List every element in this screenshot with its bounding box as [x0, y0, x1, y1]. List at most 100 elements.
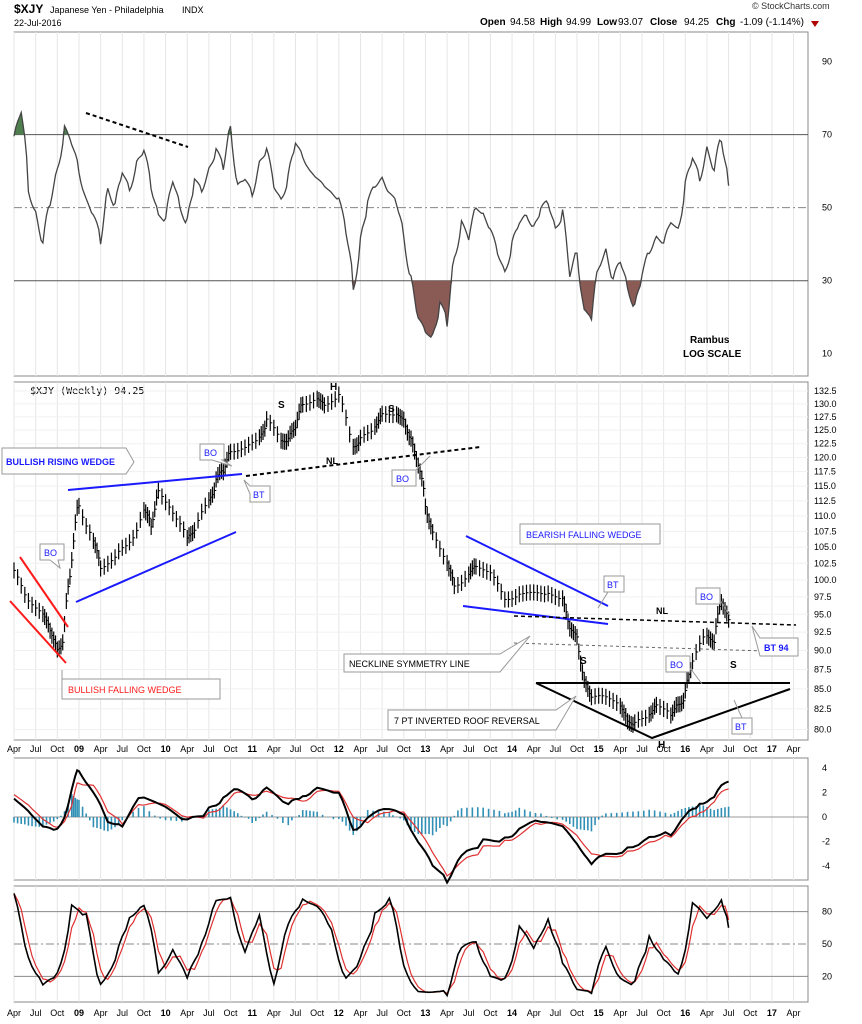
label-inverted-roof: 7 PT INVERTED ROOF REVERSAL	[387, 695, 577, 731]
macd-panel: 4 2 0 -2 -4	[13, 763, 830, 885]
price-tick-label: 127.5	[814, 412, 837, 422]
time-axis-bottom: Apr Jul Oct 09 Apr Jul Oct 10 Apr Jul Oct 11 Apr Jul O…	[7, 1008, 801, 1018]
time-tick-label: 13	[420, 744, 430, 754]
bullish-falling-wedge-text: BULLISH FALLING WEDGE	[68, 685, 182, 695]
price-tick-label: 120.0	[814, 453, 837, 463]
price-panel: 132.5 130.0 127.5 125.0 122.5 120.0 117.5 115.0…	[13, 386, 837, 735]
time-tick-label: Jul	[117, 1008, 129, 1018]
time-tick-label: Jul	[117, 744, 129, 754]
time-tick-label: 13	[420, 1008, 430, 1018]
time-tick-label: 12	[334, 744, 344, 754]
time-tick-label: Jul	[290, 744, 302, 754]
ohlc-readout: Open 94.58 High 94.99 Low 93.07 Close 94…	[480, 17, 819, 28]
rsi-tick-label: 70	[822, 130, 832, 140]
price-tick-label: 102.5	[814, 558, 837, 568]
time-tick-label: Oct	[310, 744, 325, 754]
price-tick-label: 95.0	[814, 609, 832, 619]
time-tick-label: Apr	[353, 1008, 367, 1018]
rising-wedge-upper	[67, 473, 243, 491]
shoulder-right-bottom: S	[730, 660, 737, 671]
time-tick-label: Jul	[203, 1008, 215, 1018]
bt-text-3: BT	[735, 722, 747, 732]
chart-annotations: BULLISH RISING WEDGE BULLISH FALLING WED…	[1, 112, 799, 751]
price-tick-label: 90.0	[814, 646, 832, 656]
time-tick-label: 15	[594, 1008, 604, 1018]
price-tick-label: 97.5	[814, 592, 832, 602]
stoch-tick-label: 80	[822, 907, 832, 917]
time-tick-label: Oct	[310, 1008, 325, 1018]
time-axis-price: Apr Jul Oct 09 Apr Jul Oct 10 Apr Jul Oct 11 Apr Jul O…	[7, 744, 801, 754]
time-tick-label: Oct	[50, 1008, 65, 1018]
price-tick-label: 85.0	[814, 684, 832, 694]
bullish-rising-wedge-text: BULLISH RISING WEDGE	[6, 457, 115, 467]
time-tick-label: 11	[247, 1008, 257, 1018]
callout-bt-1: BT	[243, 479, 271, 503]
time-tick-label: Apr	[267, 744, 281, 754]
label-bullish-rising-wedge: BULLISH RISING WEDGE	[1, 447, 135, 475]
credit: © StockCharts.com	[752, 1, 830, 11]
price-tick-label: 132.5	[814, 386, 837, 396]
stoch-percent-k-line	[13, 893, 730, 998]
price-tick-label: 87.5	[814, 664, 832, 674]
time-tick-label: 09	[74, 744, 84, 754]
symbol: $XJY	[14, 2, 43, 16]
time-tick-label: Apr	[440, 1008, 454, 1018]
neckline-symmetry-line	[513, 642, 797, 653]
rsi-panel: 10 30 50 70 90	[13, 57, 832, 359]
price-tick-label: 125.0	[814, 425, 837, 435]
time-tick-label: 17	[767, 744, 777, 754]
stoch-percent-d-line	[13, 893, 730, 995]
shoulder-left-top: S	[278, 400, 285, 411]
vertical-gridlines	[13, 32, 795, 1002]
time-tick-label: Apr	[440, 744, 454, 754]
label-bearish-falling-wedge: BEARISH FALLING WEDGE	[519, 523, 661, 545]
price-tick-label: 110.0	[814, 511, 836, 521]
rsi-tick-label: 90	[822, 57, 832, 67]
time-tick-label: Jul	[290, 1008, 302, 1018]
close-value: 94.25	[684, 17, 709, 28]
macd-tick-label: 0	[822, 812, 827, 822]
macd-tick-label: -2	[822, 836, 830, 846]
chg-label: Chg	[716, 17, 735, 28]
inverted-roof-text: 7 PT INVERTED ROOF REVERSAL	[394, 716, 540, 726]
time-tick-label: Apr	[94, 1008, 108, 1018]
time-tick-label: Oct	[137, 744, 152, 754]
nl-top: NL	[326, 456, 338, 466]
rsi-oversold-fill	[14, 280, 729, 338]
price-tick-label: 115.0	[814, 481, 836, 491]
time-tick-label: Jul	[723, 744, 735, 754]
time-tick-label: Apr	[94, 744, 108, 754]
callout-bo-4: BO	[695, 587, 731, 617]
bearish-falling-wedge-text: BEARISH FALLING WEDGE	[526, 530, 642, 540]
close-label: Close	[650, 17, 678, 28]
chart-header: $XJY Japanese Yen - Philadelphia INDX 22…	[14, 1, 830, 28]
price-tick-label: 92.5	[814, 627, 832, 637]
bo-text-3: BO	[396, 474, 409, 484]
time-tick-label: Apr	[613, 744, 627, 754]
rsi-panel-frame	[13, 31, 809, 377]
time-tick-label: 10	[161, 744, 171, 754]
rsi-tick-label: 10	[822, 349, 832, 359]
price-tick-label: 117.5	[814, 467, 836, 477]
time-tick-label: Jul	[636, 1008, 648, 1018]
shoulder-right-top: S	[388, 404, 395, 415]
rsi-overbought-fill	[14, 112, 729, 135]
price-tick-label: 122.5	[814, 439, 837, 449]
time-tick-label: 12	[334, 1008, 344, 1018]
time-tick-label: Apr	[787, 744, 801, 754]
price-tick-label: 100.0	[814, 575, 837, 585]
time-tick-label: Oct	[743, 1008, 758, 1018]
time-tick-label: 17	[767, 1008, 777, 1018]
open-label: Open	[480, 17, 506, 28]
callout-bo-1: BO	[39, 543, 65, 570]
price-tick-label: 130.0	[814, 399, 837, 409]
time-tick-label: Apr	[527, 1008, 541, 1018]
time-tick-label: Oct	[743, 744, 758, 754]
callout-bo-3: BO	[391, 455, 431, 487]
time-tick-label: Oct	[570, 744, 585, 754]
time-tick-label: 14	[507, 1008, 517, 1018]
time-tick-label: Apr	[613, 1008, 627, 1018]
time-tick-label: Jul	[30, 744, 42, 754]
bo-text-2: BO	[204, 448, 217, 458]
time-tick-label: Jul	[376, 1008, 388, 1018]
